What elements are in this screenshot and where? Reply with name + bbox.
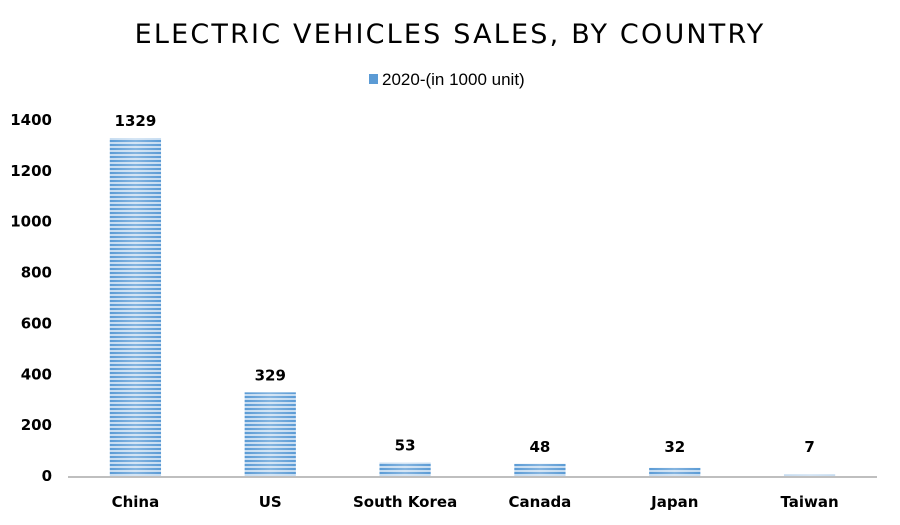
y-tick-label: 800 [21,264,52,282]
data-label: 329 [255,366,286,384]
data-label: 7 [804,438,814,456]
data-label: 48 [529,438,550,456]
legend: 2020-(in 1000 unit) [369,70,525,89]
x-tick-label: China [112,493,160,511]
x-axis: China US South Korea Canada Japan Taiwan [112,493,839,511]
bars [109,138,836,476]
bar-shade [379,462,431,476]
y-tick-label: 1400 [10,111,52,129]
x-tick-label: Taiwan [780,493,838,511]
y-tick-label: 1200 [10,162,52,180]
data-label: 53 [395,437,416,455]
y-tick-label: 0 [42,467,52,485]
data-label: 32 [664,438,685,456]
y-axis: 0 200 400 600 800 1000 1200 1400 [10,111,52,485]
y-tick-label: 400 [21,365,52,383]
x-tick-label: US [259,493,282,511]
y-tick-label: 1000 [10,213,52,231]
data-labels: 1329 329 53 48 32 7 [115,112,815,456]
bar-shade [244,392,296,476]
legend-label: 2020-(in 1000 unit) [382,70,525,89]
x-tick-label: South Korea [353,493,457,511]
bar-shade [649,467,701,476]
chart-title: ELECTRIC VEHICLES SALES, BY COUNTRY [135,19,766,50]
bar-shade [109,138,162,476]
y-tick-label: 600 [21,314,52,332]
data-label: 1329 [115,112,157,130]
legend-swatch [369,74,378,84]
bar-shade [783,474,836,476]
y-tick-label: 200 [21,416,52,434]
bar-shade [514,463,566,476]
x-tick-label: Canada [509,493,572,511]
x-tick-label: Japan [650,493,698,511]
